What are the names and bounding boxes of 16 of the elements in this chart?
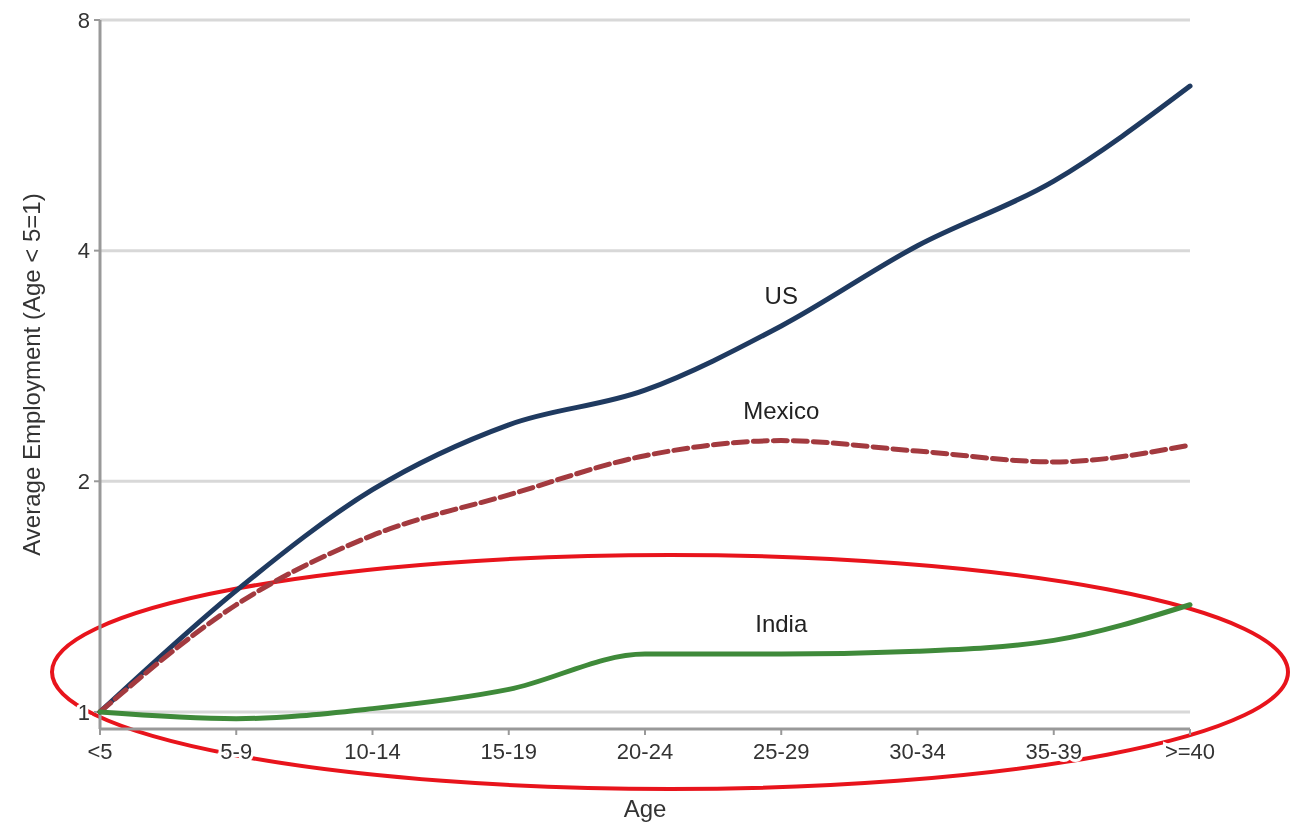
x-tick-label: 20-24 <box>616 739 674 764</box>
y-tick-label: 4 <box>77 238 90 264</box>
series-label: US <box>764 281 798 309</box>
x-tick-label: 15-19 <box>480 739 537 764</box>
y-tick-label: 2 <box>77 468 90 494</box>
x-tick-label: 35-39 <box>1025 739 1082 764</box>
x-tick-label: >=40 <box>1164 739 1216 764</box>
y-axis-title: Average Employment (Age < 5=1) <box>18 193 45 556</box>
y-tick-label: 8 <box>77 7 90 33</box>
series-label: Mexico <box>743 396 820 424</box>
x-tick-label: <5 <box>87 739 113 764</box>
x-tick-label: 30-34 <box>889 739 946 764</box>
x-tick-label: 10-14 <box>344 739 401 764</box>
series-label: India <box>755 610 808 638</box>
x-axis-title: Age <box>623 795 667 822</box>
x-tick-label: 25-29 <box>753 739 810 764</box>
